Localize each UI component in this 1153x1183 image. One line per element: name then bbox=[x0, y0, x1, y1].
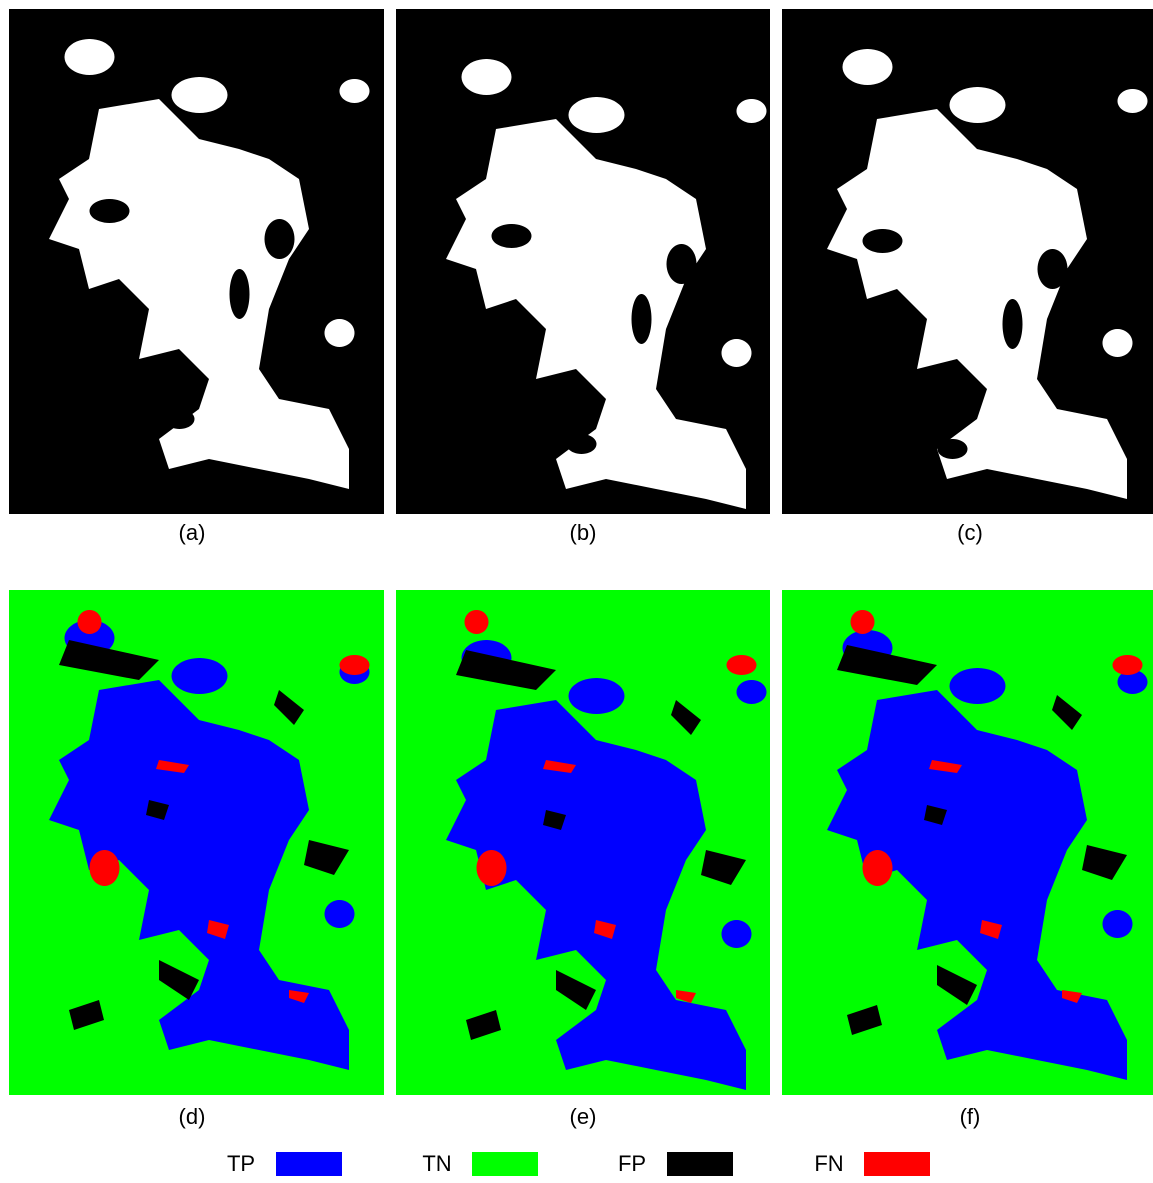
panel-image bbox=[782, 590, 1153, 1095]
panel-label: (f) bbox=[960, 1104, 981, 1129]
panel-label: (a) bbox=[179, 520, 206, 545]
panel-image bbox=[782, 9, 1153, 514]
legend-label: FP bbox=[618, 1151, 646, 1176]
legend-label: TP bbox=[227, 1151, 255, 1176]
panel-label: (c) bbox=[957, 520, 983, 545]
panel-image bbox=[396, 9, 770, 514]
legend: TP TN FP FN bbox=[227, 1151, 930, 1176]
panel-label: (e) bbox=[570, 1104, 597, 1129]
legend-swatch bbox=[276, 1152, 342, 1176]
panel-image bbox=[9, 590, 384, 1095]
panel-label: (d) bbox=[179, 1104, 206, 1129]
legend-swatch bbox=[864, 1152, 930, 1176]
panel-image bbox=[9, 9, 384, 514]
legend-label: TN bbox=[422, 1151, 451, 1176]
legend-swatch bbox=[667, 1152, 733, 1176]
legend-swatch bbox=[472, 1152, 538, 1176]
figure: (a) (b) (c) (d) (e) (f) TP TN FP FN bbox=[0, 0, 1153, 1178]
panel-image bbox=[396, 590, 770, 1095]
legend-label: FN bbox=[814, 1151, 843, 1176]
panel-label: (b) bbox=[570, 520, 597, 545]
